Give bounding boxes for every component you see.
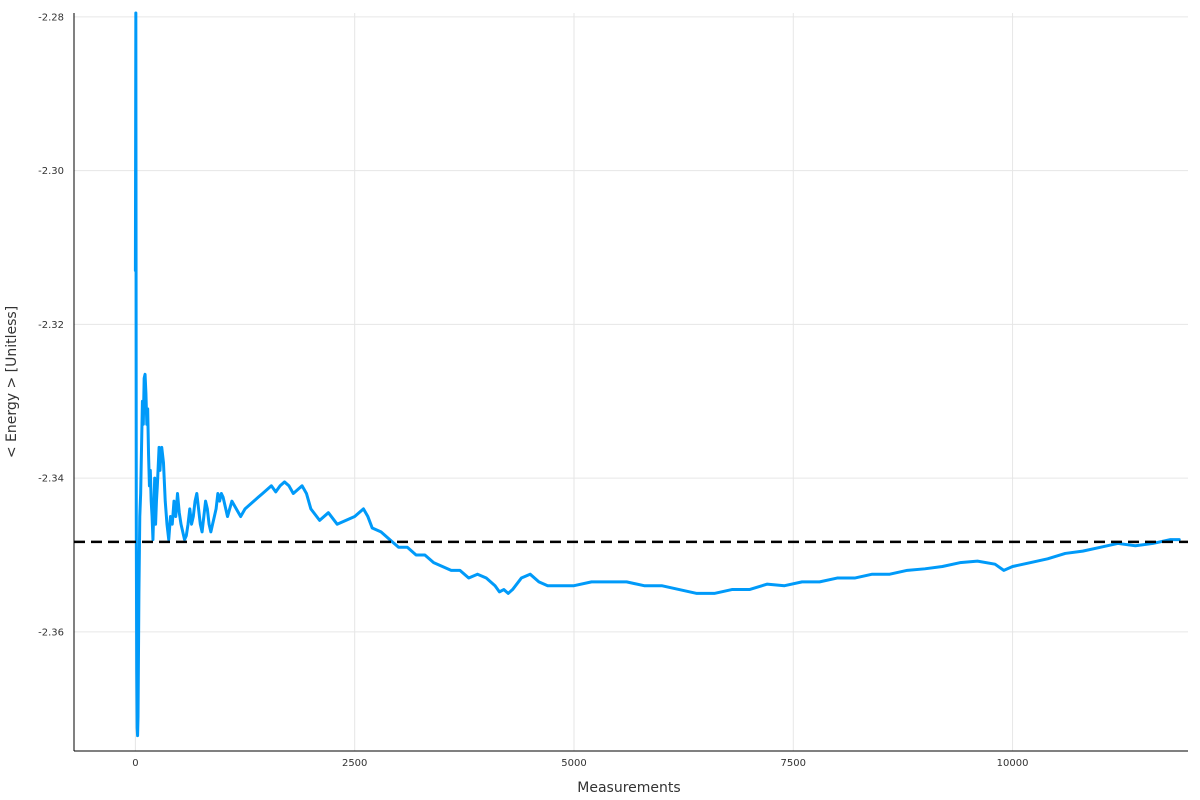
- x-tick-label: 5000: [561, 758, 586, 769]
- y-tick-label: -2.36: [38, 627, 64, 638]
- y-axis-title: < Energy > [Unitless]: [4, 306, 20, 458]
- tick-labels: 0 2500 5000 7500 10000 -2.28 -2.30 -2.32 -2.34 -2…: [38, 12, 1028, 769]
- x-axis-title: Measurements: [577, 780, 680, 796]
- x-tick-label: 10000: [997, 758, 1029, 769]
- x-tick-label: 0: [132, 758, 138, 769]
- series-line: [133, 11, 1181, 738]
- x-tick-label: 7500: [781, 758, 806, 769]
- y-tick-label: -2.28: [38, 12, 64, 23]
- series-layer: [133, 11, 1181, 738]
- y-tick-label: -2.34: [38, 474, 64, 485]
- y-tick-label: -2.32: [38, 320, 64, 331]
- axes: [73, 13, 1188, 752]
- x-tick-label: 2500: [342, 758, 367, 769]
- y-tick-label: -2.30: [38, 166, 64, 177]
- grid: [74, 13, 1188, 751]
